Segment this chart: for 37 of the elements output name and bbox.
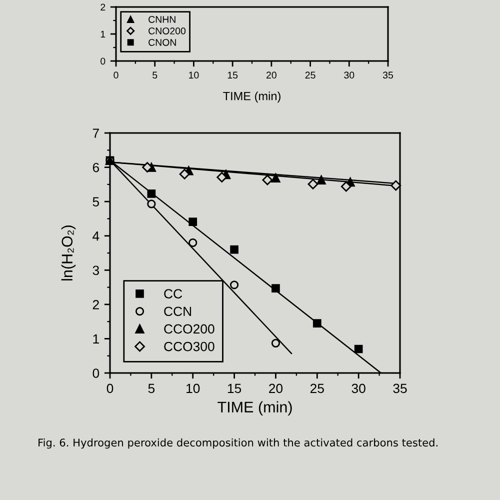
x-tick-label: 20 [269,384,283,394]
y-tick-label: 2 [92,300,99,310]
legend-label: CNON [148,38,176,46]
x-tick-label: 15 [228,72,238,79]
x-tick-label: 25 [305,72,316,79]
x-tick-label: 10 [186,384,200,394]
x-tick-label: 0 [114,72,118,79]
legend-label: CNHN [148,16,176,23]
legend-label: CCO200 [164,324,214,334]
y-tick-label: 1 [93,334,99,344]
x-tick-label: 5 [148,384,155,394]
legend-label: CNO200 [148,28,186,34]
x-axis-title: TIME (min) [223,92,280,103]
legend-label: CCO300 [164,342,214,352]
x-tick-label: 30 [344,72,354,79]
y-tick-label: 0 [92,368,100,378]
y-tick-label: 4 [92,232,100,241]
x-axis-title: TIME (min) [218,401,292,416]
x-tick-label: 15 [228,384,242,394]
caption: Fig. 6. Hydrogen peroxide decomposition with the activated carbons tested. [38,438,438,449]
y-tick-label: 7 [92,128,99,138]
y-tick-label: 1 [100,30,106,38]
legend-label: CCN [164,306,192,316]
legend-label: CC [164,289,182,298]
y-tick-label: 0 [100,58,106,65]
x-tick-label: 5 [152,72,158,79]
y-axis-title: ln(H₂O₂) [61,226,76,280]
x-tick-label: 10 [189,72,199,79]
x-tick-label: 35 [393,384,407,394]
x-tick-label: 30 [352,384,366,394]
x-tick-label: 25 [310,384,324,394]
x-tick-label: 20 [266,72,276,79]
y-tick-label: 3 [92,266,100,276]
y-tick-label: 2 [100,4,106,11]
x-tick-label: 35 [382,72,393,79]
y-tick-label: 5 [92,197,100,206]
y-tick-label: 6 [92,162,100,172]
